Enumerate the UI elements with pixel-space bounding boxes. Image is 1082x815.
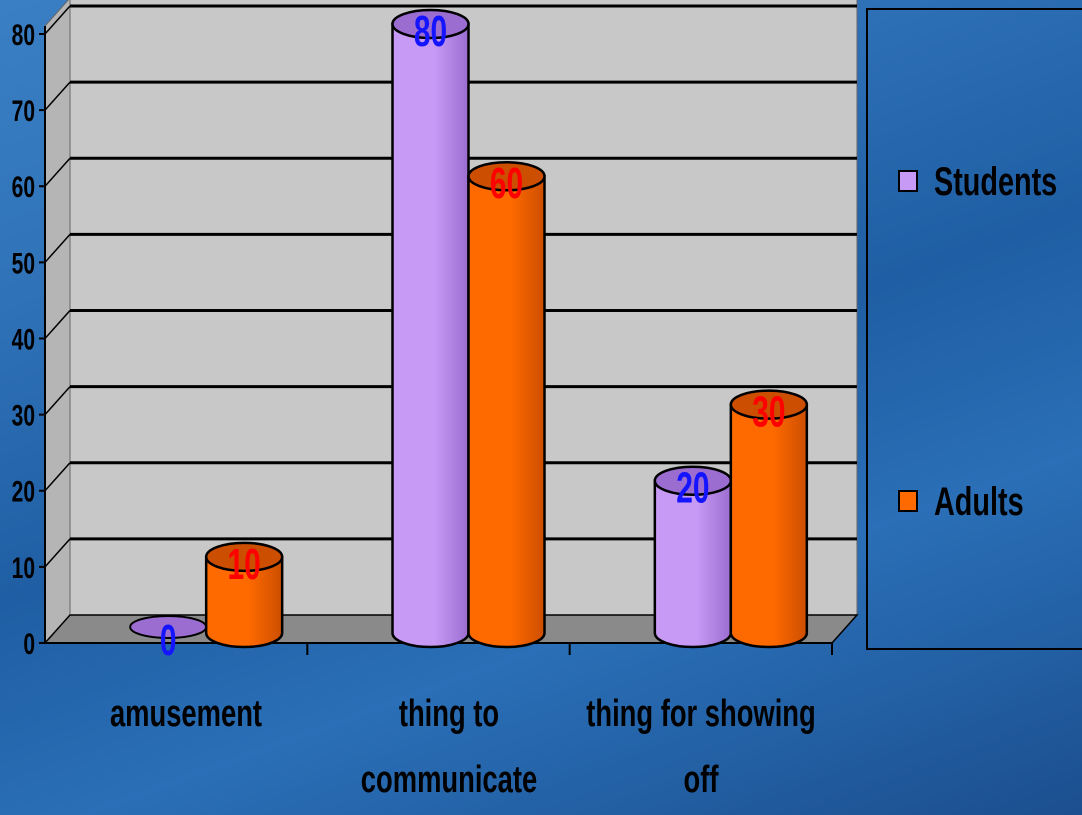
y-tick-label: 10 [12,552,35,584]
bar-adults-2 [729,403,809,649]
bar-adults-0 [204,555,284,649]
y-tick-label: 60 [12,172,35,204]
data-label-adults-2: 30 [752,387,785,436]
gridline-side [44,386,71,416]
category-label: thing to communicate [319,690,578,804]
category-label: thing for showing off [571,690,830,804]
bar-students-1 [391,22,470,649]
bar-top-students-1 [391,8,470,40]
data-label-students-1: 80 [414,6,447,55]
bar-top-adults-1 [467,161,546,192]
bar-adults-1 [467,175,546,649]
legend-swatch-students [898,170,918,192]
legend-swatch-adults [898,490,918,512]
bar-top-adults-2 [729,389,809,420]
category-label-line: off [683,759,719,801]
legend-label-adults: Adults [934,480,1024,524]
category-label: amusement [57,690,316,738]
gridline-side [44,81,71,111]
category-label-line: communicate [360,759,537,801]
data-label-students-2: 20 [676,463,709,512]
gridline-side [44,157,71,187]
gridline-side [44,233,71,263]
y-tick-label: 50 [12,248,35,280]
gridline-side [44,462,71,492]
y-tick-label: 80 [12,20,35,52]
data-label-students-0: 0 [160,615,177,664]
gridline-side [44,538,71,568]
y-tick-label: 30 [12,400,35,432]
category-label-line: thing for showing [586,693,816,735]
gridline-side [44,5,71,35]
bar-students-2 [653,479,733,649]
data-label-adults-1: 60 [490,158,523,207]
category-label-line: thing to [398,693,499,735]
y-tick-label: 0 [23,629,35,661]
data-label-adults-0: 10 [228,539,261,588]
gridline-side [44,310,71,339]
y-tick-label: 70 [12,96,35,128]
legend-label-students: Students [934,160,1058,204]
category-label-line: amusement [110,693,263,735]
bar-top-adults-0 [204,541,284,573]
legend: Students Adults [866,8,1082,650]
y-tick-label: 20 [12,476,35,508]
y-tick-label: 40 [12,324,35,356]
